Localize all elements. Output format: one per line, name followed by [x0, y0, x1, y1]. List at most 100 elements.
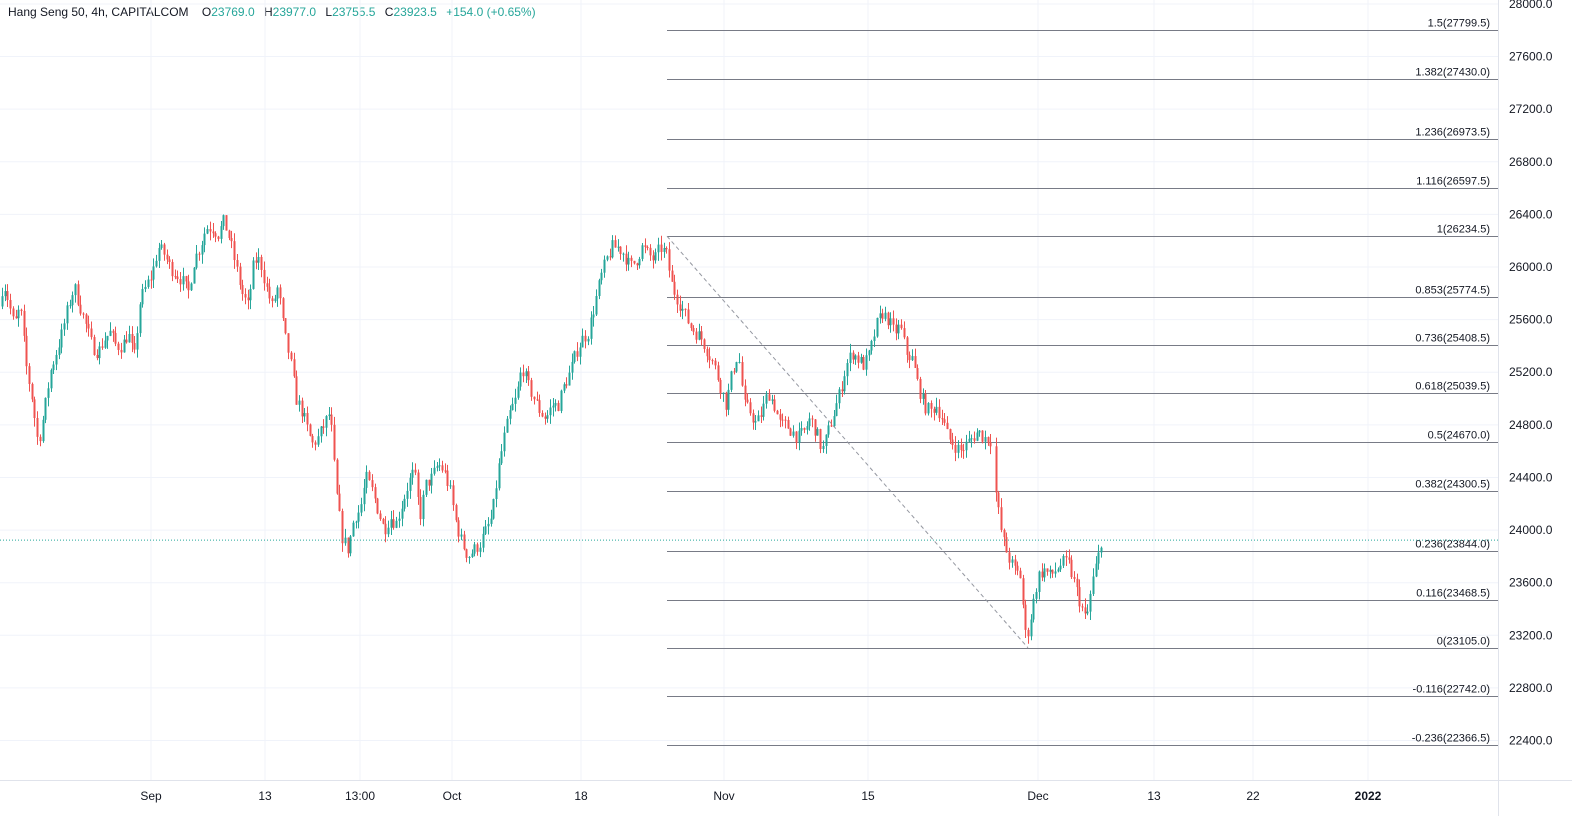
candle-body [587, 338, 590, 342]
candle-body [1051, 569, 1054, 574]
time-axis[interactable]: Sep 13 13:00 Oct 18 Nov 15 Dec 13 22 2022 [140, 789, 1381, 803]
candle-body [768, 394, 771, 401]
candle-body [257, 256, 260, 263]
candle-body [12, 308, 15, 317]
candle-body [711, 360, 714, 362]
candle-body [641, 245, 644, 259]
candle-body [317, 436, 320, 445]
candle-body [692, 328, 695, 332]
candle-body [884, 312, 887, 319]
candle-body [549, 407, 552, 416]
candle-body [247, 297, 250, 301]
candle-body [104, 340, 107, 348]
candle-body [206, 229, 209, 234]
y-tick-label: 26400.0 [1509, 207, 1553, 221]
candle-body [441, 465, 444, 471]
candle-body [573, 351, 576, 362]
candle-body [479, 547, 482, 552]
candle-body [654, 252, 657, 261]
candle-body [1049, 569, 1052, 572]
candle-body [209, 229, 212, 232]
candle-body [954, 444, 957, 453]
candle-body [15, 316, 18, 319]
candle-body [606, 256, 609, 260]
candle-body [1, 296, 4, 307]
candle-body [225, 215, 228, 231]
y-tick-label: 26000.0 [1509, 260, 1553, 274]
candle-body [765, 394, 768, 404]
candle-body [160, 244, 163, 248]
candle-body [897, 324, 900, 334]
candle-body [568, 372, 571, 386]
candle-body [960, 444, 963, 451]
candle-body [668, 249, 671, 271]
candle-body [868, 350, 871, 356]
candle-body [919, 378, 922, 399]
x-tick-label: 15 [861, 789, 875, 803]
candle-body [968, 438, 971, 442]
candle-body [309, 424, 312, 436]
candle-body [476, 544, 479, 552]
candle-body [263, 269, 266, 284]
candle-body [1076, 578, 1079, 588]
candle-body [365, 471, 368, 488]
candle-body [338, 493, 341, 511]
candle-body [846, 363, 849, 377]
candle-body [951, 439, 954, 445]
candle-body [495, 488, 498, 500]
candle-body [222, 215, 225, 227]
candle-body [1011, 559, 1014, 563]
candle-body [544, 416, 547, 419]
fib-level-label: 1(26234.5) [1437, 224, 1490, 236]
candle-body [398, 518, 401, 521]
candle-body [252, 260, 255, 289]
candle-body [301, 400, 304, 417]
candle-body [576, 351, 579, 357]
candle-body [916, 368, 919, 379]
candle-body [392, 519, 395, 528]
candle-body [179, 279, 182, 285]
candle-body [176, 276, 179, 280]
candle-body [795, 431, 798, 443]
candle-body [422, 494, 425, 520]
candle-body [984, 437, 987, 442]
candle-body [187, 281, 190, 291]
candle-body [1005, 537, 1008, 553]
candle-body [633, 260, 636, 264]
candle-body [611, 240, 614, 258]
candle-body [166, 254, 169, 260]
candle-body [44, 397, 47, 420]
candle-body [347, 537, 350, 554]
candle-body [895, 324, 898, 334]
candle-body [1035, 591, 1038, 599]
candle-body [333, 424, 336, 460]
candle-body [825, 434, 828, 447]
candlesticks [1, 214, 1103, 644]
candle-body [727, 389, 730, 410]
candle-body [268, 286, 271, 299]
candle-body [387, 527, 390, 535]
candle-body [298, 400, 301, 405]
candle-body [741, 362, 744, 386]
candle-body [414, 469, 417, 473]
high-label: H [263, 5, 273, 19]
candle-body [800, 428, 803, 431]
candle-body [773, 399, 776, 411]
candle-body [249, 288, 252, 301]
candle-body [584, 335, 587, 342]
candle-body [284, 318, 287, 334]
candle-body [870, 340, 873, 351]
candle-body [90, 328, 93, 338]
candle-body [411, 469, 414, 478]
candle-body [695, 331, 698, 340]
candle-body [978, 430, 981, 433]
candle-body [590, 317, 593, 339]
candle-body [55, 354, 58, 365]
candle-body [4, 291, 7, 297]
candle-body [131, 334, 134, 344]
y-tick-label: 24800.0 [1509, 418, 1553, 432]
price-axis[interactable]: 22400.0 22800.0 23200.0 23600.0 24000.0 24400… [1509, 0, 1553, 748]
fibonacci-retracement[interactable]: 1.5(27799.5) 1.382(27430.0) 1.236(26973.5)… [667, 18, 1498, 746]
candle-body [85, 314, 88, 324]
